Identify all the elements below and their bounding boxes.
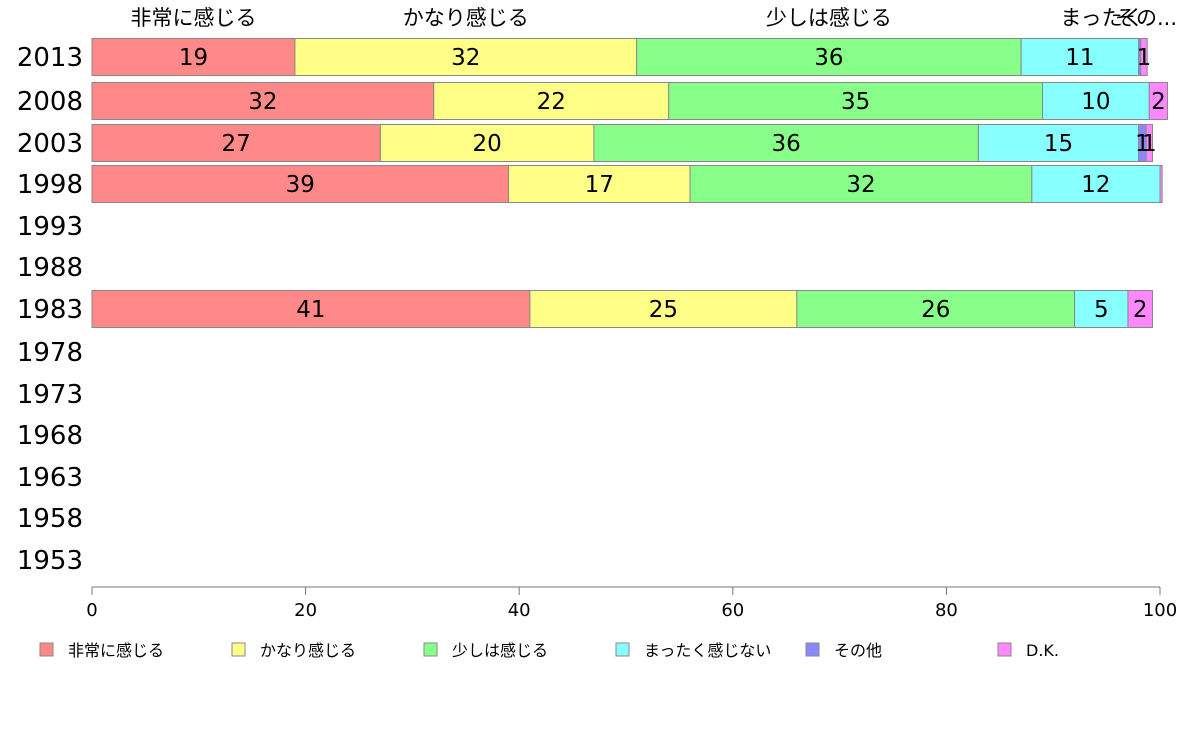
bar-segment xyxy=(977,124,1140,162)
bar-value-label: 27 xyxy=(222,131,251,157)
bar-segment xyxy=(1127,290,1154,328)
bar-value-label: 2 xyxy=(1133,297,1148,323)
bar-segment xyxy=(91,165,510,203)
legend-label: 非常に感じる xyxy=(68,641,164,660)
bar-segment xyxy=(91,38,296,76)
legend-label: その他 xyxy=(834,641,882,660)
bar-value-label: 32 xyxy=(451,45,480,71)
legend-label: 少しは感じる xyxy=(452,641,548,660)
x-tick-label: 100 xyxy=(1143,600,1177,621)
year-label: 1993 xyxy=(17,212,83,242)
year-label: 2013 xyxy=(17,43,83,73)
top-series-label: 少しは感じる xyxy=(766,6,892,30)
year-axis-labels: 2013 2008 2003 1998 1993 1988 1983 1978 1973 1968… xyxy=(17,43,83,576)
legend-item: D.K. xyxy=(997,641,1059,660)
bar-segment xyxy=(1042,82,1150,120)
legend-swatch xyxy=(231,642,246,657)
bar-segment xyxy=(1148,82,1168,120)
bar-value-label: 36 xyxy=(814,45,843,71)
bar-segment xyxy=(1145,124,1154,162)
bar-segment xyxy=(91,82,435,120)
year-label: 2003 xyxy=(17,129,83,159)
x-axis: 0 20 40 60 80 100 xyxy=(86,586,1177,621)
bar-value-label: 22 xyxy=(537,89,566,115)
bar-value-label: 25 xyxy=(649,297,678,323)
legend-item: 少しは感じる xyxy=(423,641,548,660)
bar-value-label: 32 xyxy=(248,89,277,115)
bar-segment xyxy=(508,165,691,203)
bar-segment xyxy=(668,82,1044,120)
bar-value-label: 11 xyxy=(1065,45,1094,71)
bar-value-label: 1 xyxy=(1137,45,1152,71)
legend-swatch xyxy=(423,642,438,657)
legend-label: かなり感じる xyxy=(260,641,356,660)
bar-value-label: 41 xyxy=(296,297,325,323)
bar-value-label: 10 xyxy=(1081,89,1110,115)
bar-segment xyxy=(294,38,638,76)
bar-segment xyxy=(379,124,595,162)
legend-item: 非常に感じる xyxy=(39,641,164,660)
bar-segment xyxy=(1074,290,1129,328)
bar-value-label: 19 xyxy=(179,45,208,71)
bar-segment xyxy=(689,165,1033,203)
bar-segment xyxy=(433,82,670,120)
bar-value-label: 15 xyxy=(1044,131,1073,157)
year-label: 1953 xyxy=(17,546,83,576)
legend-item: まったく感じない xyxy=(615,641,771,660)
bar-value-label: 20 xyxy=(473,131,502,157)
legend-swatch xyxy=(615,642,630,657)
top-category-labels: 非常に感じる かなり感じる 少しは感じる まったくその... xyxy=(130,6,1177,30)
bar-value-label: 36 xyxy=(772,131,801,157)
bar-segment xyxy=(1140,38,1148,76)
top-series-label: 非常に感じる xyxy=(130,6,256,30)
year-label: 1983 xyxy=(17,295,83,325)
legend-item: その他 xyxy=(805,641,882,660)
bar-value-label: 35 xyxy=(841,89,870,115)
legend-swatch xyxy=(805,642,820,657)
year-label: 1988 xyxy=(17,253,83,283)
year-label: 1963 xyxy=(17,463,83,493)
year-label: 1968 xyxy=(17,421,83,451)
bar-segment xyxy=(1159,165,1163,203)
year-label: 2008 xyxy=(17,87,83,117)
bar-segment xyxy=(796,290,1076,328)
x-tick-label: 60 xyxy=(721,600,744,621)
bar-segment xyxy=(1020,38,1140,76)
bar-segment xyxy=(91,290,531,328)
legend-swatch xyxy=(39,642,54,657)
bar-value-label: 26 xyxy=(921,297,950,323)
bar-segment xyxy=(1031,165,1161,203)
year-label: 1978 xyxy=(17,338,83,368)
bar-value-label: 32 xyxy=(846,172,875,198)
year-label: 1973 xyxy=(17,380,83,410)
bar-value-label: 39 xyxy=(286,172,315,198)
bar-value-label: 17 xyxy=(585,172,614,198)
bar-segment xyxy=(529,290,798,328)
bar-segment xyxy=(636,38,1022,76)
top-series-label: まったく xyxy=(1060,6,1143,30)
bar-value-label: 12 xyxy=(1081,172,1110,198)
bar-value-label: 5 xyxy=(1094,297,1109,323)
legend-swatch xyxy=(997,642,1012,657)
bar-value-label: 2 xyxy=(1151,89,1166,115)
top-series-label: かなり感じる xyxy=(403,6,529,30)
bar-value-label: 1 xyxy=(1142,131,1157,157)
x-tick-label: 0 xyxy=(86,600,97,621)
legend: 非常に感じる かなり感じる 少しは感じる まったく感じない その他 D.K. xyxy=(39,641,1059,660)
top-series-label: その... xyxy=(1115,6,1177,30)
legend-label: まったく感じない xyxy=(644,641,771,660)
year-label: 1958 xyxy=(17,504,83,534)
x-tick-label: 80 xyxy=(935,600,958,621)
legend-item: かなり感じる xyxy=(231,641,356,660)
year-label: 1998 xyxy=(17,170,83,200)
legend-label: D.K. xyxy=(1026,641,1059,660)
x-tick-label: 40 xyxy=(508,600,531,621)
x-tick-label: 20 xyxy=(294,600,317,621)
